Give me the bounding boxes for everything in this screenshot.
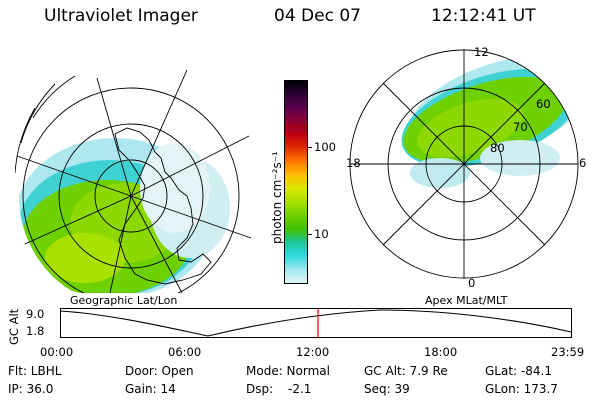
info-flt: Flt: LBHL: [8, 364, 62, 378]
altitude-xtick: 00:00: [40, 345, 74, 359]
magnetic-aurora-image: [401, 56, 578, 188]
mlt-label-12: 12: [474, 45, 489, 59]
colorbar-tick-label-100: 100: [314, 140, 336, 154]
date-label: 04 Dec 07: [274, 6, 361, 26]
altitude-ylabel: GC Alt: [7, 308, 21, 345]
colorbar-tick-label-10: 10: [314, 227, 329, 241]
colorbar-tick: [307, 147, 312, 148]
altitude-plot: [60, 308, 572, 338]
info-glat: GLat: -84.1: [485, 364, 552, 378]
info-gc-alt: GC Alt: 7.9 Re: [364, 364, 448, 378]
altitude-xtick: 06:00: [168, 345, 202, 359]
altitude-xtick: 18:00: [424, 345, 458, 359]
mlat-label-70: 70: [513, 120, 528, 134]
altitude-curve: [60, 309, 572, 337]
colorbar-tick: [307, 234, 312, 235]
altitude-plot-frame: [60, 308, 572, 338]
geographic-map: [15, 69, 252, 293]
mlt-label-0: 0: [468, 276, 476, 290]
altitude-xtick: 12:00: [296, 345, 330, 359]
time-label: 12:12:41 UT: [431, 6, 536, 26]
altitude-ytick-9: 9.0: [26, 307, 45, 321]
mlt-label-6: 6: [579, 156, 587, 170]
altitude-xtick: 23:59: [551, 345, 585, 359]
info-glon: GLon: 173.7: [485, 382, 558, 396]
meridian-lines: [16, 69, 252, 293]
colorbar-gradient: [285, 81, 307, 283]
lat-circle: [22, 87, 240, 293]
info-ip: IP: 36.0: [8, 382, 54, 396]
mlat-label-80: 80: [490, 141, 505, 155]
info-dsp-label: Dsp:: [246, 382, 274, 396]
lat-circle: [94, 159, 168, 233]
magnetic-polar-map: [349, 49, 579, 279]
info-gain: Gain: 14: [125, 382, 176, 396]
info-mode: Mode: Normal: [246, 364, 330, 378]
outer-lat-arcs: [15, 75, 76, 174]
mlat-label-60: 60: [536, 97, 551, 111]
info-door: Door: Open: [125, 364, 194, 378]
coastline-outline: [114, 127, 212, 285]
app-title: Ultraviolet Imager: [44, 6, 198, 26]
altitude-ytick-1-8: 1.8: [26, 324, 45, 338]
geographic-caption: Geographic Lat/Lon: [70, 294, 178, 307]
mlt-grid-lines: [350, 50, 578, 278]
colorbar: [284, 80, 308, 284]
info-seq: Seq: 39: [364, 382, 410, 396]
mlt-label-18: 18: [346, 156, 361, 170]
magnetic-caption: Apex MLat/MLT: [425, 294, 508, 307]
info-dsp-value: -2.1: [288, 382, 312, 396]
colorbar-unit-label: photon cm⁻²s⁻¹: [270, 151, 284, 244]
